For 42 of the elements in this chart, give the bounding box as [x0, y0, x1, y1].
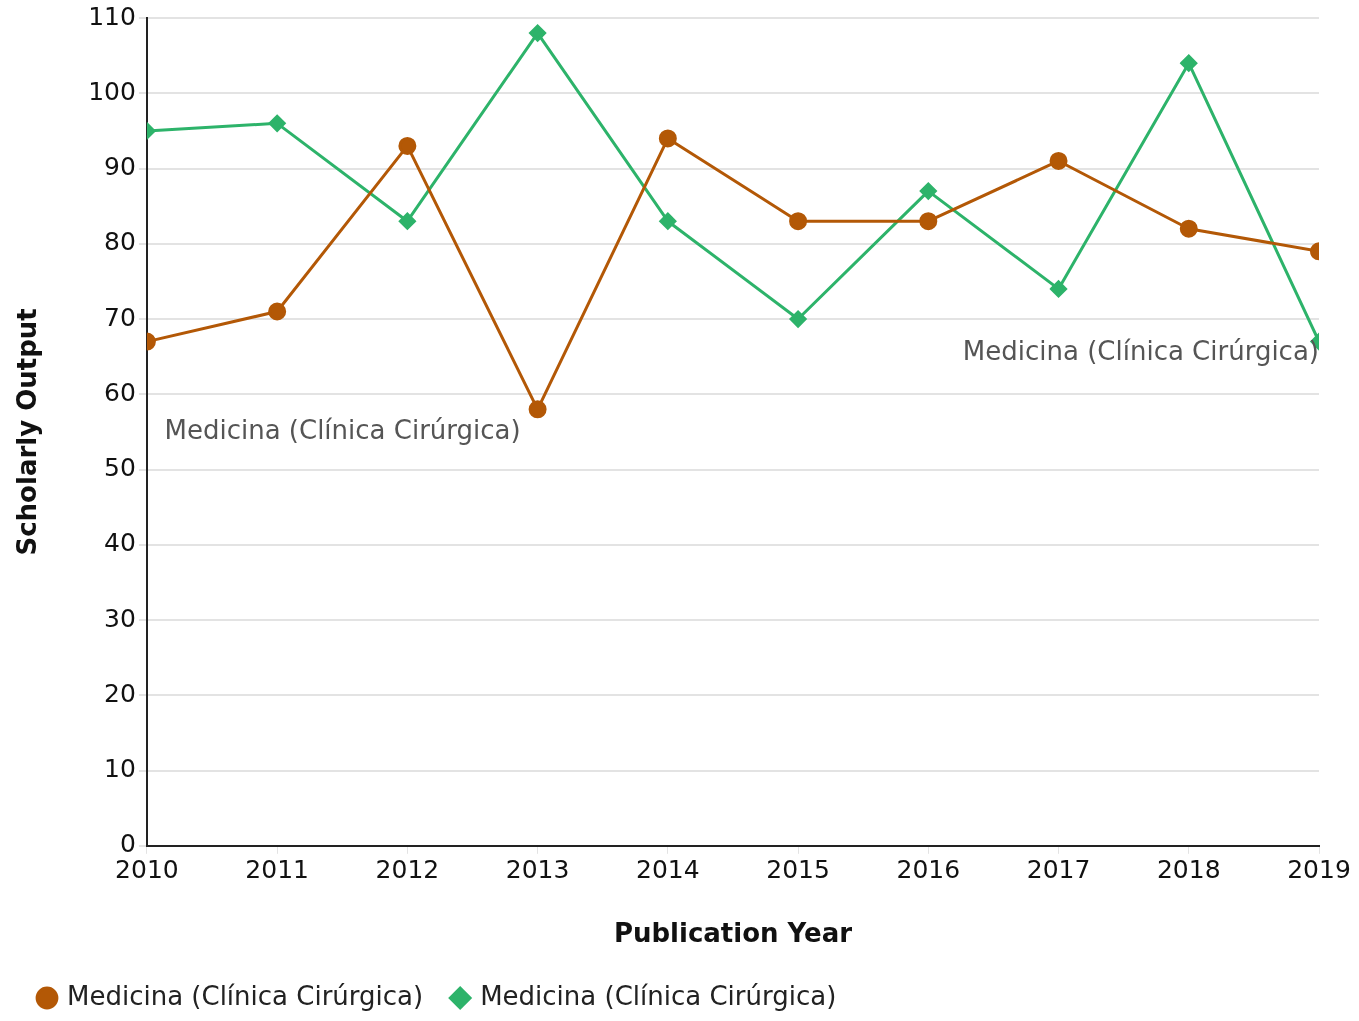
x-tick-label: 2016 [896, 855, 961, 885]
x-tick-label: 2014 [636, 855, 700, 885]
x-tick-label: 2015 [766, 855, 830, 885]
legend-label: Medicina (Clínica Cirúrgica) [67, 980, 424, 1011]
point [1049, 151, 1068, 170]
y-axis-title: Scholarly Output [12, 308, 43, 556]
legend-label: Medicina (Clínica Cirúrgica) [480, 980, 837, 1011]
x-tick-label: 2011 [245, 855, 309, 885]
point [658, 129, 677, 148]
y-tick-label: 100 [88, 76, 136, 106]
y-tick-label: 80 [104, 227, 136, 257]
point [919, 182, 937, 200]
x-tick-label: 2018 [1156, 855, 1221, 885]
point [1179, 219, 1198, 238]
y-tick-label: 70 [104, 302, 136, 332]
point [529, 24, 547, 42]
point [789, 212, 808, 231]
point [398, 136, 417, 155]
point [1180, 54, 1198, 72]
x-tick-label: 2013 [505, 855, 570, 885]
x-axis-title: Publication Year [613, 918, 853, 949]
x-tick-label: 2012 [375, 855, 440, 885]
point [1050, 280, 1068, 298]
y-tick-label: 20 [104, 678, 136, 708]
x-tick-label: 2017 [1026, 855, 1091, 885]
x-tick-label: 2019 [1287, 855, 1351, 885]
y-tick-label: 90 [104, 152, 136, 182]
y-tick-label: 40 [104, 528, 136, 558]
point [398, 212, 416, 230]
y-tick-label: 10 [104, 754, 136, 784]
point [789, 310, 807, 328]
point [268, 302, 287, 321]
point [268, 114, 286, 132]
y-tick-label: 110 [88, 1, 136, 31]
y-tick-label: 50 [104, 453, 136, 483]
annotation: Medicina (Clínica Cirúrgica) [962, 336, 1319, 367]
y-tick-label: 30 [104, 603, 136, 633]
point [528, 400, 547, 419]
point [919, 212, 938, 231]
annotation: Medicina (Clínica Cirúrgica) [164, 414, 521, 445]
y-tick-label: 60 [104, 377, 136, 407]
point [659, 212, 677, 230]
